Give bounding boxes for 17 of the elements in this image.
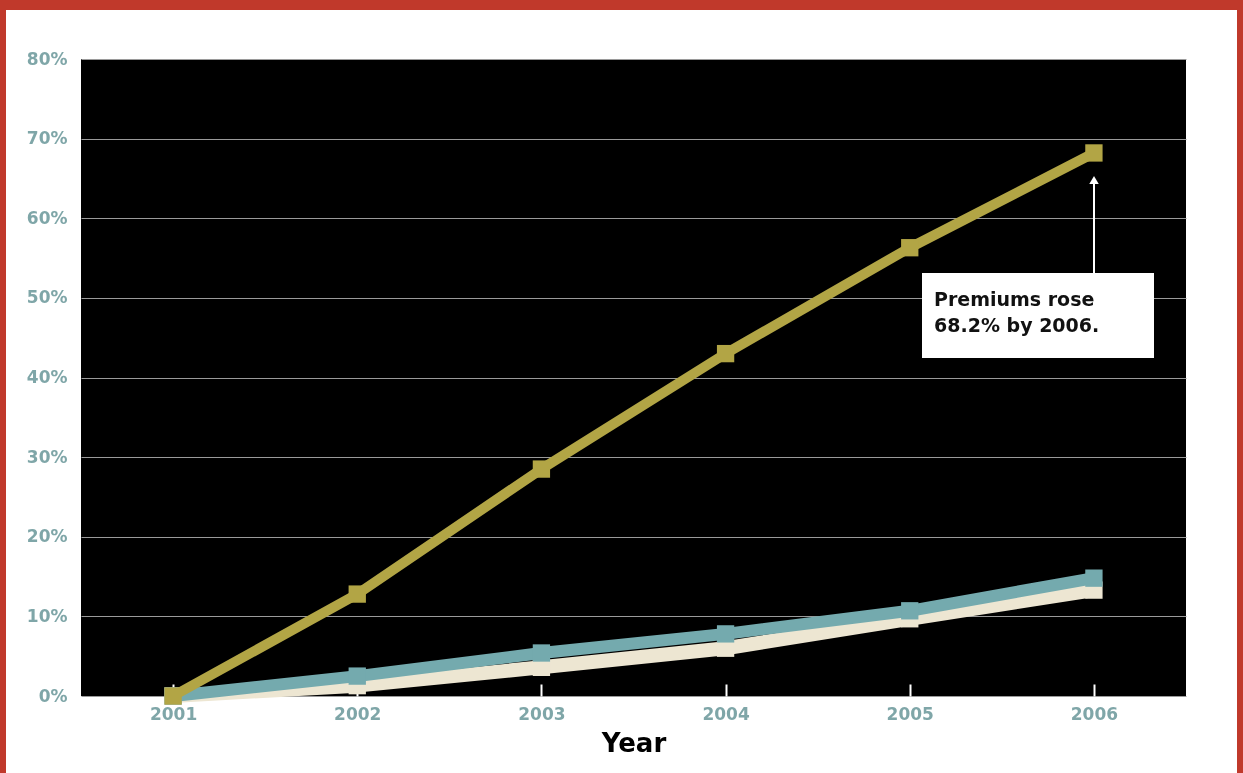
- x-tick-label: 2005: [886, 703, 934, 724]
- x-tick-label: 2003: [518, 703, 566, 724]
- y-tick-label: 20%: [26, 526, 68, 547]
- x-tick-label: 2004: [702, 703, 750, 724]
- annotation: Premiums rose 68.2% by 2006.: [934, 288, 1100, 336]
- y-tick-label: 70%: [26, 128, 68, 149]
- x-tick-label: 2006: [1070, 703, 1119, 724]
- y-tick-label: 0%: [38, 685, 68, 706]
- x-tick-label: 2002: [334, 703, 382, 724]
- x-axis-title: Year: [600, 727, 667, 758]
- y-tick-label: 10%: [26, 605, 68, 626]
- y-tick-label: 40%: [26, 367, 68, 387]
- x-tick-label: 2001: [149, 703, 198, 724]
- y-tick-label: 30%: [26, 446, 68, 467]
- y-tick-label: 60%: [26, 207, 68, 228]
- y-tick-label: 50%: [26, 287, 68, 308]
- y-tick-label: 80%: [26, 48, 68, 69]
